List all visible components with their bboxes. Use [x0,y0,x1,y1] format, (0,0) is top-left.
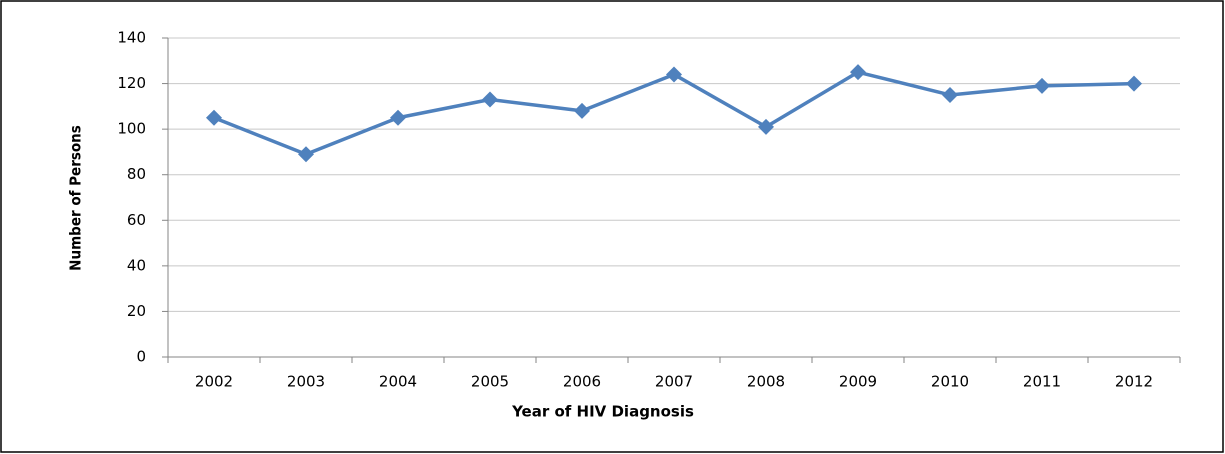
data-marker [942,86,958,103]
x-axis-title: Year of HIV Diagnosis [511,403,694,421]
x-tick-label: 2005 [471,373,509,391]
data-marker [758,118,774,135]
y-tick-label: 140 [117,29,146,47]
data-marker [1126,75,1142,92]
x-tick-label: 2008 [747,373,785,391]
x-tick-label: 2004 [379,373,417,391]
y-tick-label: 80 [127,165,146,183]
x-tick-label: 2011 [1023,373,1061,391]
y-tick-label: 60 [127,211,146,229]
y-tick-label: 20 [127,302,146,320]
x-tick-label: 2012 [1115,373,1153,391]
data-marker [574,102,590,119]
y-tick-label: 100 [117,120,146,138]
x-tick-label: 2006 [563,373,601,391]
y-tick-label: 0 [136,348,146,366]
x-tick-label: 2007 [655,373,693,391]
y-axis-title: Number of Persons [67,125,85,271]
data-marker [390,109,406,126]
data-marker [206,109,222,126]
y-tick-label: 120 [117,74,146,92]
x-tick-label: 2009 [839,373,877,391]
x-tick-label: 2002 [195,373,233,391]
data-marker [850,64,866,81]
data-marker [482,91,498,108]
data-marker [298,146,314,163]
y-tick-label: 40 [127,256,146,274]
data-marker [666,66,682,83]
x-tick-label: 2003 [287,373,325,391]
data-marker [1034,77,1050,94]
x-tick-label: 2010 [931,373,969,391]
